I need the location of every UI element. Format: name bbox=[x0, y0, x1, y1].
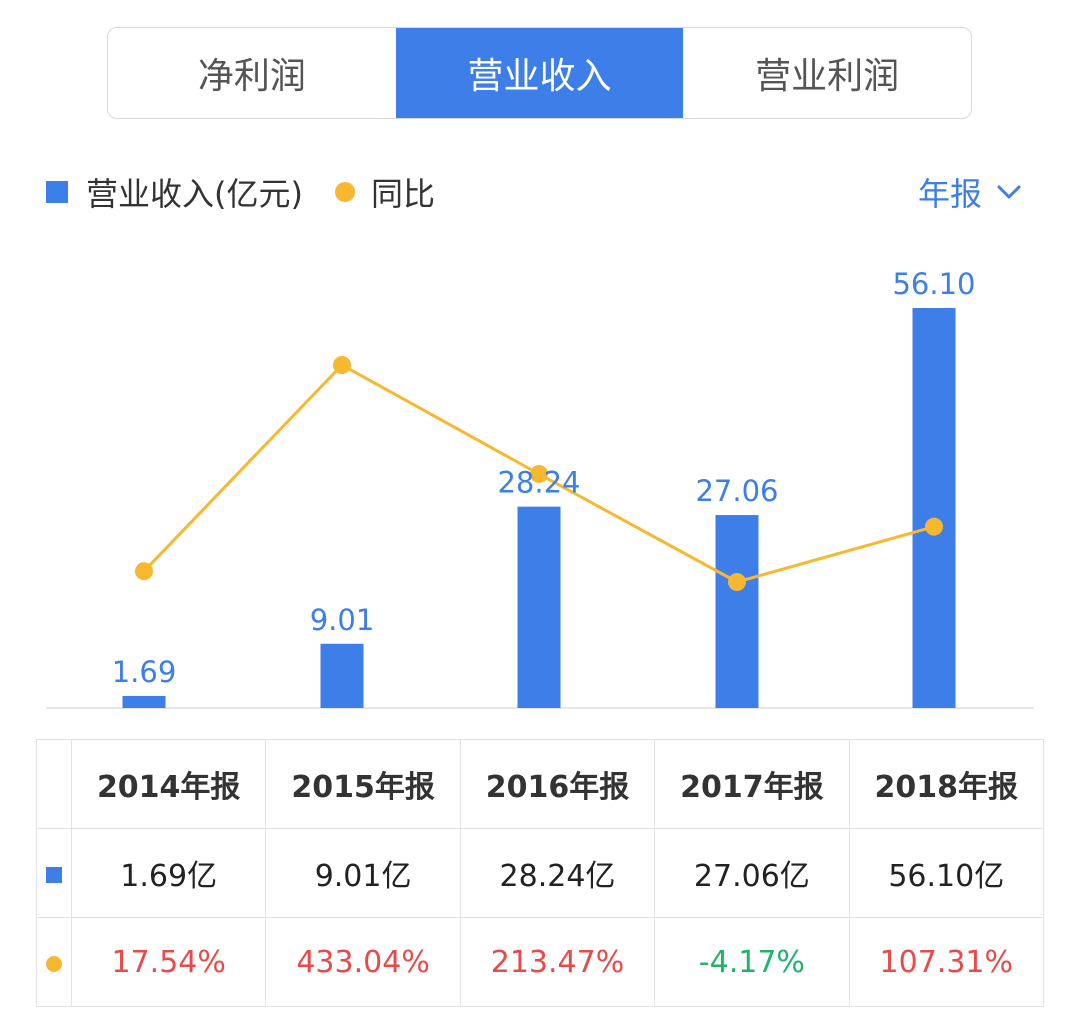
revenue-square-icon bbox=[46, 866, 62, 883]
yoy-point bbox=[530, 464, 548, 483]
revenue-bar bbox=[912, 308, 956, 708]
revenue-cell: 1.69亿 bbox=[70, 828, 267, 918]
revenue-bar bbox=[122, 695, 166, 708]
yoy-legend-dot-icon bbox=[334, 182, 355, 202]
revenue-row-marker bbox=[36, 828, 72, 918]
table-header-cell: 2018年报 bbox=[848, 739, 1045, 829]
yoy-cell: 17.54% bbox=[70, 917, 267, 1007]
yoy-legend-label: 同比 bbox=[370, 175, 435, 213]
yoy-cell: 107.31% bbox=[848, 917, 1045, 1007]
revenue-bar bbox=[517, 506, 561, 708]
chart-legend: 营业收入(亿元) 同比 bbox=[46, 170, 435, 214]
table-header-cell: 2016年报 bbox=[459, 739, 656, 829]
yoy-row-marker bbox=[36, 917, 72, 1007]
yoy-point bbox=[135, 562, 153, 581]
yoy-cell: -4.17% bbox=[654, 917, 850, 1007]
yoy-cell: 433.04% bbox=[265, 917, 461, 1007]
yoy-cell: 213.47% bbox=[459, 917, 656, 1007]
revenue-cell: 9.01亿 bbox=[265, 828, 461, 918]
table-header-row: 2014年报 2015年报 2016年报 2017年报 2018年报 bbox=[36, 739, 1045, 829]
period-selector-label: 年报 bbox=[917, 175, 982, 213]
table-corner-cell bbox=[36, 739, 72, 829]
revenue-bar-label: 56.10 bbox=[892, 267, 975, 301]
revenue-bar-label: 28.24 bbox=[497, 466, 580, 500]
revenue-bar-label: 1.69 bbox=[112, 655, 177, 689]
yoy-point bbox=[728, 573, 746, 591]
tab-revenue[interactable]: 营业收入 bbox=[395, 28, 684, 118]
data-table: 2014年报 2015年报 2016年报 2017年报 2018年报 1.69亿… bbox=[36, 739, 1045, 1007]
yoy-dot-icon bbox=[46, 955, 62, 972]
table-header-cell: 2014年报 bbox=[70, 739, 267, 829]
table-row-yoy: 17.54% 433.04% 213.47% -4.17% 107.31% bbox=[36, 917, 1045, 1007]
yoy-point bbox=[333, 356, 351, 374]
table-header-cell: 2015年报 bbox=[265, 739, 461, 829]
revenue-legend-square-icon bbox=[46, 181, 68, 203]
revenue-chart: 1.69 9.01 28.24 27.06 56.10 bbox=[46, 267, 1034, 709]
metric-tabs: 净利润 营业收入 营业利润 bbox=[107, 27, 972, 119]
yoy-point bbox=[925, 517, 943, 536]
revenue-bar-label: 9.01 bbox=[310, 603, 375, 637]
table-row-revenue: 1.69亿 9.01亿 28.24亿 27.06亿 56.10亿 bbox=[36, 828, 1045, 918]
revenue-cell: 28.24亿 bbox=[459, 828, 656, 918]
chevron-down-icon bbox=[997, 185, 1021, 199]
period-selector[interactable]: 年报 bbox=[918, 170, 1022, 214]
revenue-bar bbox=[715, 515, 759, 708]
revenue-bar-label: 27.06 bbox=[695, 474, 778, 508]
tab-net-profit[interactable]: 净利润 bbox=[197, 56, 306, 97]
revenue-bar bbox=[320, 643, 364, 708]
revenue-legend-label: 营业收入(亿元) bbox=[86, 175, 303, 213]
revenue-cell: 27.06亿 bbox=[654, 828, 850, 918]
tab-operating-profit[interactable]: 营业利润 bbox=[755, 56, 900, 97]
revenue-cell: 56.10亿 bbox=[848, 828, 1045, 918]
table-header-cell: 2017年报 bbox=[654, 739, 850, 829]
